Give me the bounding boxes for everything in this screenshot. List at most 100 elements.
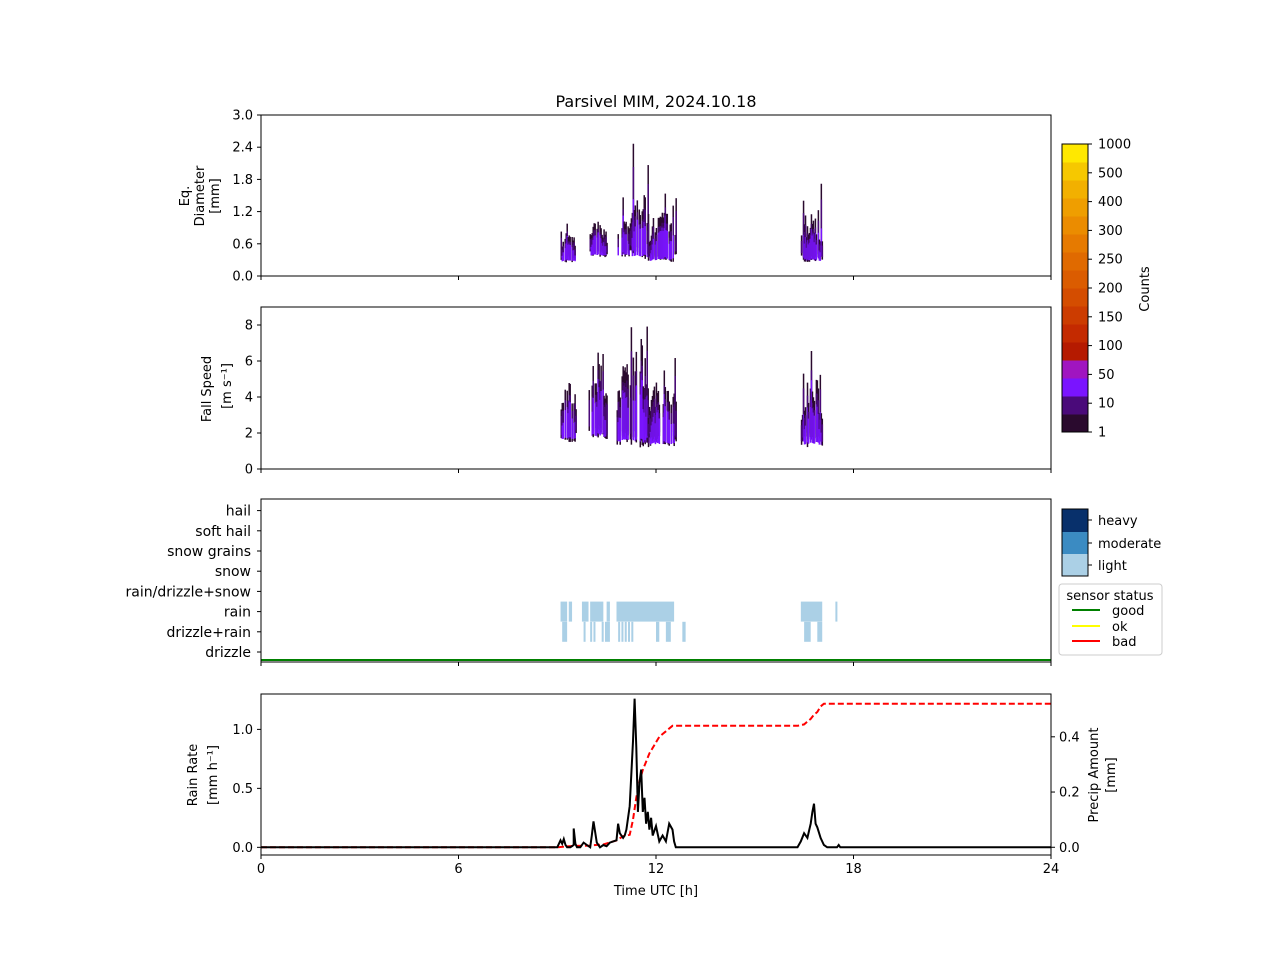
heatmap-cell: [597, 378, 599, 434]
sensor-status-legend: sensor status good ok bad: [1058, 583, 1163, 656]
heatmap-cell: [623, 232, 625, 255]
heatmap-cell: [810, 380, 813, 440]
fall-speed-panel: 0 2 4 6 8 Fall Speed [m s⁻¹]: [200, 306, 1052, 478]
rain-rate-ylabel-line1: Rain Rate: [186, 744, 201, 807]
rain-x-ticks: 0 6 12 18 24: [257, 855, 1059, 877]
colorbar-bin: [1062, 234, 1088, 253]
heatmap-cell: [661, 227, 664, 259]
heatmap-cell: [622, 390, 624, 440]
colorbar-tick-label: 150: [1098, 310, 1123, 325]
heatmap-cell: [804, 237, 807, 259]
legend-label-bad: bad: [1112, 635, 1136, 650]
heatmap-cell: [624, 234, 626, 255]
heatmap-cell: [594, 235, 596, 255]
heatmap-cell: [636, 219, 639, 256]
heatmap-cell: [573, 422, 575, 439]
precip-cell-drizzle-rain: [804, 621, 811, 642]
heatmap-cell: [622, 215, 624, 253]
heatmap-cell: [603, 242, 605, 255]
heatmap-cell: [629, 230, 632, 246]
heatmap-cell: [603, 416, 605, 437]
heatmap-cell: [646, 244, 648, 257]
heatmap-cell: [815, 244, 818, 261]
heatmap-cell: [659, 230, 662, 259]
heatmap-cell: [645, 416, 647, 443]
y-tick-label: 0.5: [232, 782, 253, 797]
heatmap-cell: [626, 396, 628, 440]
heatmap-cell: [820, 199, 823, 254]
colorbar-tick-label: 1000: [1098, 138, 1131, 153]
heatmap-cell: [642, 409, 645, 443]
precip-cell-drizzle-rain: [601, 621, 604, 642]
heatmap-cell: [651, 233, 654, 252]
legend-label-ok: ok: [1112, 620, 1128, 635]
heatmap-cell: [621, 398, 623, 441]
diameter-panel: 0.0 0.6 1.2 1.8 2.4 3.0 Eq. Diameter [mm]: [178, 109, 1052, 285]
heatmap-cell: [574, 421, 576, 439]
heatmap-cell: [566, 236, 568, 260]
heatmap-cell: [816, 406, 819, 443]
heatmap-cell: [632, 199, 635, 251]
intensity-label-moderate: moderate: [1098, 537, 1161, 552]
category-label: soft hail: [195, 524, 251, 540]
heatmap-cell: [807, 418, 810, 444]
heatmap-cell: [819, 412, 822, 442]
y-tick-label: 0.2: [1059, 786, 1080, 801]
heatmap-cell: [567, 413, 569, 439]
colorbar-bin: [1062, 342, 1088, 361]
colorbar-bin: [1062, 306, 1088, 325]
precip-cell-drizzle-rain: [656, 621, 660, 642]
heatmap-cell: [668, 243, 671, 261]
heatmap-cell: [619, 417, 621, 442]
heatmap-cell: [605, 402, 607, 435]
colorbar-bin: [1062, 396, 1088, 415]
heatmap-cell: [599, 399, 601, 436]
counts-colorbar: 1 10 50 100 150 200 250 300 400 500 1000 Counts: [1061, 138, 1153, 441]
colorbar-bin: [1062, 162, 1088, 181]
heatmap-cell: [598, 387, 600, 435]
heatmap-cell: [643, 221, 645, 255]
precip-cell-rain: [568, 601, 573, 622]
heatmap-cell: [806, 407, 809, 443]
heatmap-cell: [589, 238, 592, 250]
heatmap-cell: [817, 232, 820, 259]
legend-label-good: good: [1112, 604, 1144, 619]
heatmap-cell: [647, 223, 650, 258]
heatmap-cell: [646, 230, 648, 250]
rain-xlabel: Time UTC [h]: [613, 884, 698, 899]
heatmap-cell: [649, 245, 652, 258]
heatmap-cell: [625, 398, 627, 440]
heatmap-cell: [814, 233, 817, 260]
heatmap-cell: [800, 240, 803, 254]
heatmap-cell: [664, 215, 667, 258]
heatmap-cell: [654, 423, 657, 445]
heatmap-cell: [630, 226, 633, 247]
heatmap-cell: [804, 415, 807, 433]
counts-colorbar-ticks: 1 10 50 100 150 200 250 300 400 500 1000: [1088, 138, 1131, 441]
heatmap-cell: [675, 211, 677, 252]
heatmap-cell: [627, 407, 629, 440]
precip-cell-drizzle-rain: [562, 621, 568, 642]
colorbar-tick-label: 50: [1098, 368, 1115, 383]
heatmap-cell: [627, 240, 629, 255]
heatmap-cell: [561, 249, 564, 258]
heatmap-cell: [617, 247, 619, 256]
category-label: snow: [215, 564, 251, 580]
y-tick-label: 4: [245, 391, 253, 406]
heatmap-cell: [639, 394, 642, 442]
fall-speed-heatmap: [560, 326, 824, 448]
heatmap-cell: [592, 239, 594, 255]
heatmap-cell: [805, 247, 808, 261]
heatmap-cell: [574, 403, 576, 439]
heatmap-cell: [650, 409, 653, 435]
precip-amount-ylabel-line1: Precip Amount: [1087, 728, 1102, 823]
heatmap-cell: [633, 231, 636, 256]
heatmap-cell: [649, 253, 652, 261]
diameter-heatmap: [560, 143, 824, 263]
colorbar-tick-label: 500: [1098, 166, 1123, 181]
heatmap-cell: [658, 232, 661, 260]
heatmap-cell: [564, 248, 566, 261]
colorbar-bin: [1062, 216, 1088, 235]
heatmap-cell: [604, 246, 606, 256]
